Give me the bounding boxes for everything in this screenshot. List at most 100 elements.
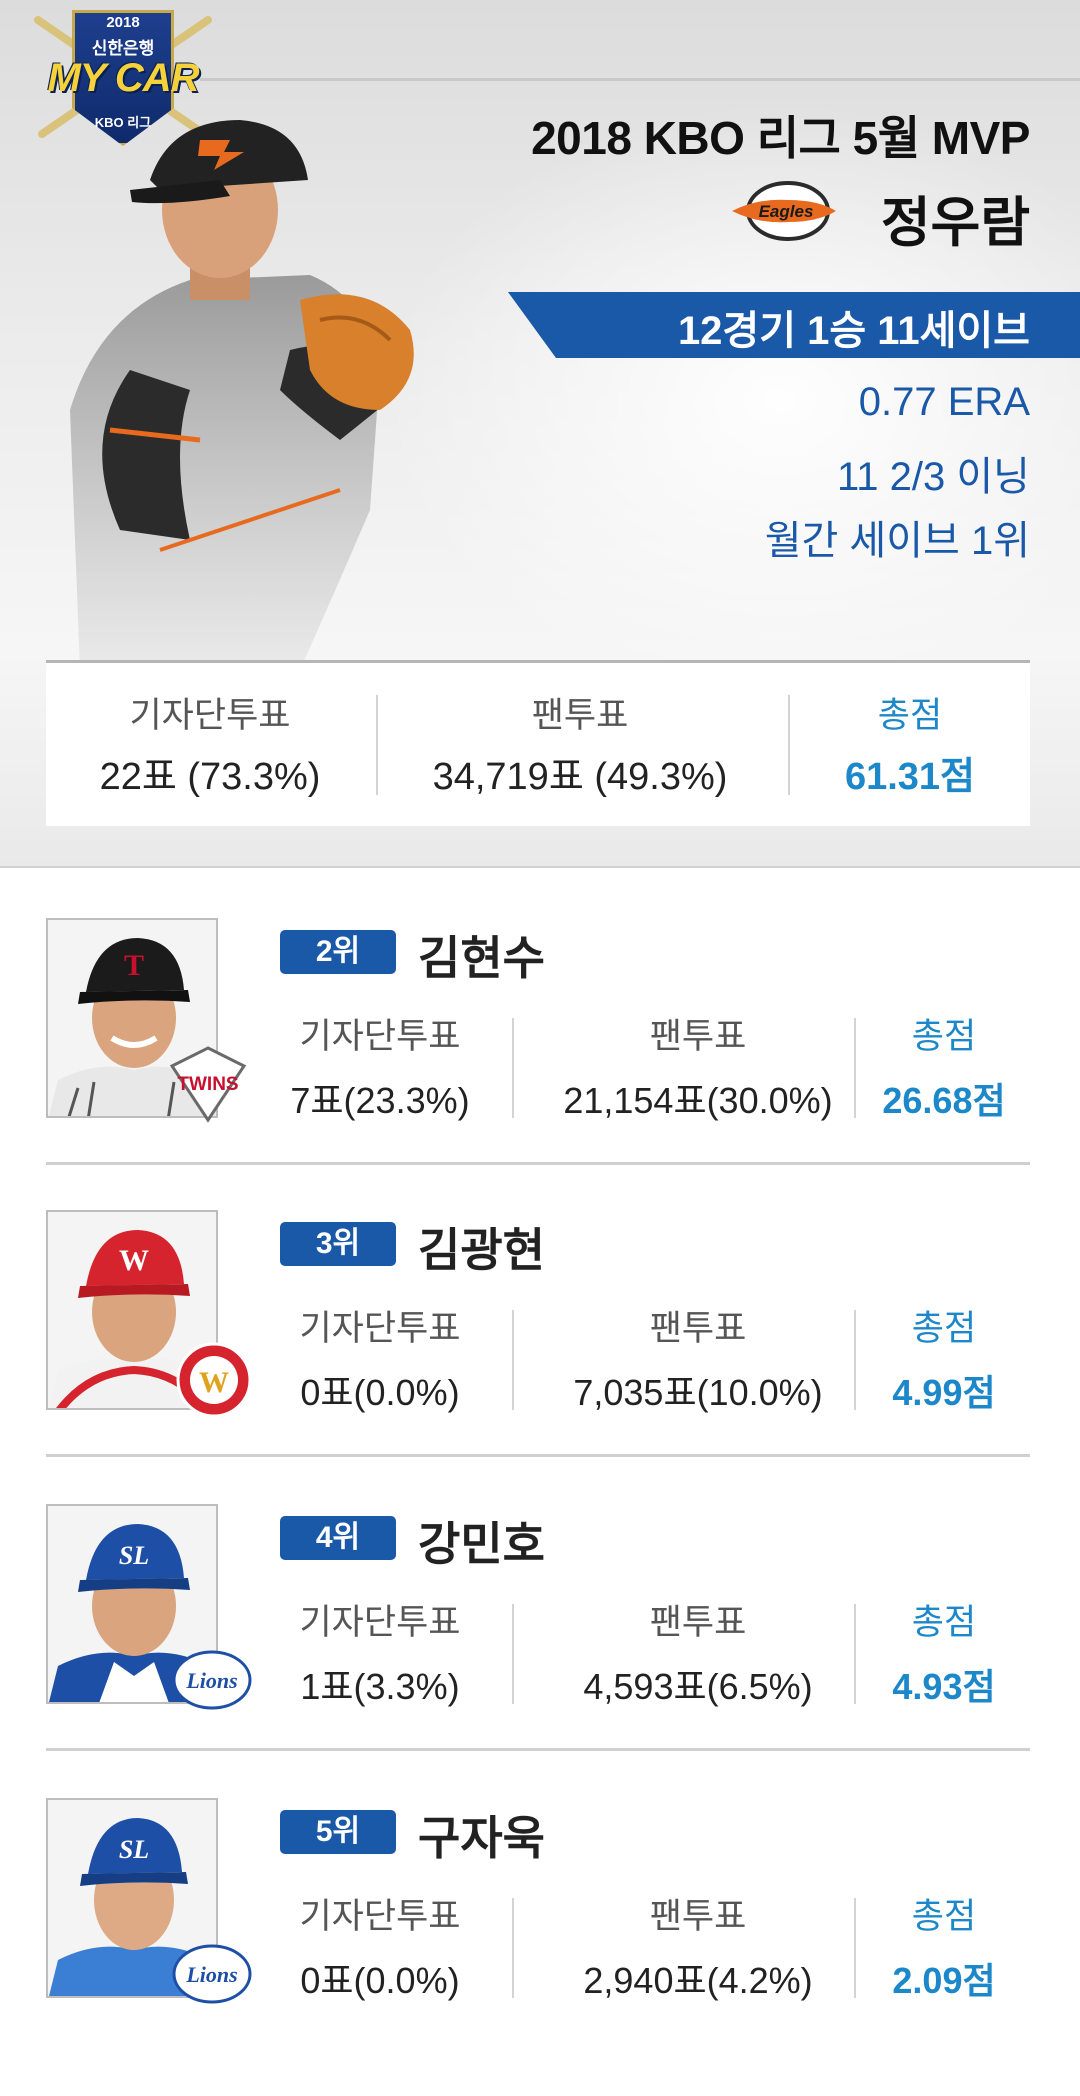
fan-vote-value: 7,035표(10.0%) — [573, 1372, 823, 1413]
total-score-column: 총점 4.99점 — [858, 1300, 1030, 1430]
rank-badge: 5위 — [280, 1810, 396, 1854]
vote-divider — [854, 1310, 856, 1410]
vote-divider — [854, 1604, 856, 1704]
press-vote-column: 기자단투표 7표(23.3%) — [286, 1008, 474, 1138]
fan-vote-column: 팬투표 7,035표(10.0%) — [516, 1300, 880, 1430]
vote-divider — [376, 695, 378, 795]
svg-text:Lions: Lions — [185, 1962, 237, 1987]
mvp-player-name: 정우람 — [880, 193, 1030, 253]
fan-vote-column: 팬투표 2,940표(4.2%) — [516, 1888, 880, 2018]
total-score-value: 2.09점 — [892, 1960, 996, 2001]
svg-text:SL: SL — [119, 1541, 149, 1570]
fan-vote-value: 21,154표(30.0%) — [563, 1080, 833, 1121]
emblem-title: MY CAR — [47, 56, 199, 100]
rank-badge: 2위 — [280, 930, 396, 974]
player-name: 구자욱 — [418, 1812, 545, 1864]
vote-divider — [512, 1898, 514, 1998]
svg-text:SL: SL — [119, 1835, 149, 1864]
svg-text:T: T — [124, 949, 144, 982]
total-score-column: 총점 26.68점 — [858, 1008, 1030, 1138]
fan-vote-value: 4,593표(6.5%) — [583, 1666, 813, 1707]
total-score-column: 총점 61.31점 — [790, 663, 1030, 829]
rank-badge: 3위 — [280, 1222, 396, 1266]
fan-vote-label: 팬투표 — [649, 1897, 747, 1936]
samsung-lions-logo-icon: Lions — [172, 1650, 252, 1710]
record-summary: 12경기 1승 11세이브 — [677, 309, 1030, 353]
total-score-value: 4.99점 — [892, 1372, 996, 1413]
fan-vote-label: 팬투표 — [649, 1603, 747, 1642]
press-vote-column: 기자단투표 0표(0.0%) — [286, 1300, 474, 1430]
svg-text:TWINS: TWINS — [177, 1074, 238, 1095]
total-score-label: 총점 — [911, 1309, 977, 1348]
svg-text:W: W — [199, 1366, 229, 1399]
sk-wyverns-logo-icon: W — [176, 1342, 252, 1418]
fan-vote-column: 팬투표 21,154표(30.0%) — [516, 1008, 880, 1138]
samsung-lions-logo-icon: Lions — [172, 1944, 252, 2004]
record-banner — [508, 292, 1080, 358]
press-vote-value: 0표(0.0%) — [300, 1372, 460, 1413]
emblem-bank: 신한은행 — [91, 39, 155, 58]
press-vote-label: 기자단투표 — [129, 696, 291, 735]
stat-save-rank: 월간 세이브 1위 — [764, 519, 1030, 563]
press-vote-value: 7표(23.3%) — [290, 1080, 470, 1121]
svg-text:W: W — [119, 1244, 149, 1277]
player-name: 김광현 — [418, 1224, 545, 1276]
fan-vote-value: 2,940표(4.2%) — [583, 1960, 813, 2001]
press-vote-value: 22표 (73.3%) — [99, 756, 321, 798]
card-divider — [46, 1454, 1030, 1457]
rank-card: W W 3위 김광현 기자단투표 0표(0.0%) 팬투표 7,035표(10.… — [46, 1210, 1030, 1486]
fan-vote-label: 팬투표 — [649, 1309, 747, 1348]
vote-divider — [788, 695, 790, 795]
total-score-column: 총점 2.09점 — [858, 1888, 1030, 2018]
press-vote-label: 기자단투표 — [299, 1603, 461, 1642]
fan-vote-column: 팬투표 4,593표(6.5%) — [516, 1594, 880, 1724]
player-name: 김현수 — [418, 932, 545, 984]
press-vote-value: 0표(0.0%) — [300, 1960, 460, 2001]
total-score-label: 총점 — [911, 1603, 977, 1642]
total-score-label: 총점 — [911, 1017, 977, 1056]
card-divider — [46, 1748, 1030, 1751]
vote-divider — [512, 1018, 514, 1118]
stat-innings: 11 2/3 이닝 — [837, 455, 1030, 499]
mycar-kbo-emblem: 2018 신한은행 MY CAR KBO 리그 — [28, 6, 218, 152]
press-vote-column: 기자단투표 1표(3.3%) — [286, 1594, 474, 1724]
card-divider — [46, 1162, 1030, 1165]
total-score-column: 총점 4.93점 — [858, 1594, 1030, 1724]
eagles-logo-icon: Eagles — [732, 181, 836, 241]
fan-vote-value: 34,719표 (49.3%) — [432, 756, 728, 798]
total-score-value: 26.68점 — [882, 1080, 1006, 1121]
rank-card: T TWINS 2위 김현수 기자단투표 7표(23.3%) 팬투표 21,15… — [46, 918, 1030, 1194]
fan-vote-label: 팬투표 — [531, 696, 629, 735]
player-name: 강민호 — [418, 1518, 545, 1570]
press-vote-column: 기자단투표 0표(0.0%) — [286, 1888, 474, 2018]
page-title: 2018 KBO 리그 5월 MVP — [531, 112, 1030, 164]
vote-divider — [512, 1604, 514, 1704]
eagles-logo-text: Eagles — [759, 202, 814, 221]
press-vote-value: 1표(3.3%) — [300, 1666, 460, 1707]
vote-divider — [854, 1898, 856, 1998]
pitcher-photo — [70, 120, 414, 670]
fan-vote-label: 팬투표 — [649, 1017, 747, 1056]
mvp-hero-section: 2018 신한은행 MY CAR KBO 리그 2018 KBO 리그 — [0, 0, 1080, 868]
hero-divider — [0, 866, 1080, 868]
rank-card: SL Lions 5위 구자욱 기자단투표 0표(0.0%) 팬투표 2,940… — [46, 1798, 1030, 2074]
total-score-label: 총점 — [877, 696, 943, 735]
total-score-label: 총점 — [911, 1897, 977, 1936]
emblem-league: KBO 리그 — [94, 115, 152, 130]
player-photo: T — [46, 918, 218, 1118]
press-vote-label: 기자단투표 — [299, 1897, 461, 1936]
vote-divider — [854, 1018, 856, 1118]
player-photo: SL — [46, 1504, 218, 1704]
hero-background-glow — [380, 100, 1080, 700]
emblem-year: 2018 — [106, 14, 140, 31]
svg-text:Lions: Lions — [185, 1668, 237, 1693]
mvp-vote-summary: 기자단투표 22표 (73.3%) 팬투표 34,719표 (49.3%) 총점… — [46, 660, 1030, 826]
rank-card: SL Lions 4위 강민호 기자단투표 1표(3.3%) 팬투표 4,593… — [46, 1504, 1030, 1780]
vote-divider — [512, 1310, 514, 1410]
rank-badge: 4위 — [280, 1516, 396, 1560]
lg-twins-logo-icon: TWINS — [169, 1046, 247, 1123]
press-vote-column: 기자단투표 22표 (73.3%) — [46, 663, 374, 829]
total-score-value: 61.31점 — [844, 756, 976, 798]
press-vote-label: 기자단투표 — [299, 1309, 461, 1348]
fan-vote-column: 팬투표 34,719표 (49.3%) — [378, 663, 782, 829]
